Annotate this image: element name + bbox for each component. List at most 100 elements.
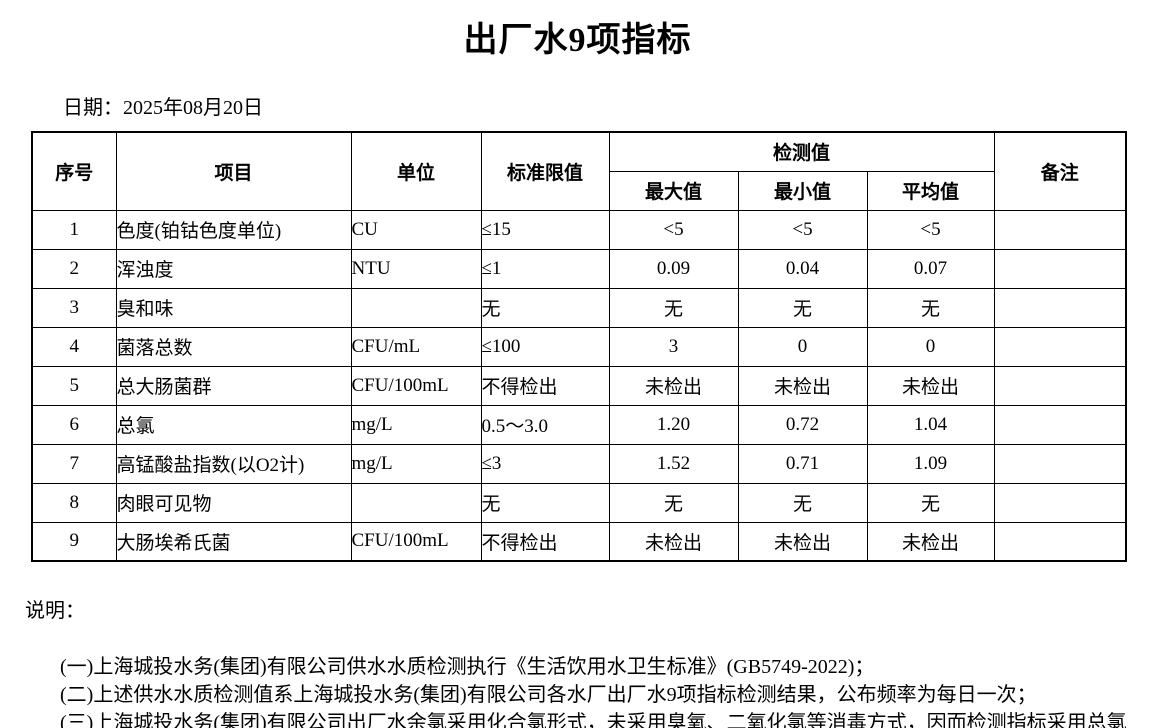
notes-label: 说明：	[25, 600, 85, 622]
cell-item: 浑浊度	[115, 248, 352, 289]
cell-avg: 0	[866, 326, 995, 367]
cell-no: 3	[31, 287, 117, 328]
cell-item: 总氯	[115, 404, 352, 445]
header-detection: 检测值	[608, 131, 995, 172]
cell-no: 7	[31, 443, 117, 484]
cell-unit: CFU/mL	[350, 326, 482, 367]
cell-limit: ≤100	[480, 326, 610, 367]
cell-min: 0.72	[737, 404, 868, 445]
cell-item: 肉眼可见物	[115, 482, 352, 523]
cell-limit: ≤1	[480, 248, 610, 289]
table-row: 7 高锰酸盐指数(以O2计) mg/L ≤3 1.52 0.71 1.09	[31, 443, 1127, 484]
table-row: 1 色度(铂钴色度单位) CU ≤15 <5 <5 <5	[31, 209, 1127, 250]
cell-remark	[993, 248, 1127, 289]
table-row: 6 总氯 mg/L 0.5～3.0 1.20 0.72 1.04	[31, 404, 1127, 445]
table-row: 9 大肠埃希氏菌 CFU/100mL 不得检出 未检出 未检出 未检出	[31, 521, 1127, 562]
cell-remark	[993, 521, 1127, 562]
header-min: 最小值	[737, 170, 868, 211]
cell-item: 高锰酸盐指数(以O2计)	[115, 443, 352, 484]
cell-item: 大肠埃希氏菌	[115, 521, 352, 562]
table-row: 8 肉眼可见物 无 无 无 无	[31, 482, 1127, 523]
cell-unit	[350, 482, 482, 523]
cell-no: 6	[31, 404, 117, 445]
note-item-1: (一)上海城投水务(集团)有限公司供水水质检测执行《生活饮用水卫生标准》(GB5…	[60, 656, 875, 678]
header-no: 序号	[31, 131, 117, 211]
table-header-row-1: 序号 项目 单位 标准限值 检测值 备注	[31, 131, 1127, 211]
cell-max: 未检出	[608, 521, 739, 562]
note-item-3: (三)上海城投水务(集团)有限公司出厂水余氯采用化合氯形式，未采用臭氧、二氧化氯…	[60, 712, 1127, 728]
cell-max: 1.20	[608, 404, 739, 445]
cell-limit: ≤15	[480, 209, 610, 250]
cell-remark	[993, 287, 1127, 328]
cell-remark	[993, 482, 1127, 523]
cell-max: 无	[608, 287, 739, 328]
cell-limit: 无	[480, 287, 610, 328]
cell-item: 臭和味	[115, 287, 352, 328]
cell-item: 总大肠菌群	[115, 365, 352, 406]
header-avg: 平均值	[866, 170, 995, 211]
cell-limit: 无	[480, 482, 610, 523]
cell-avg: <5	[866, 209, 995, 250]
cell-unit: mg/L	[350, 443, 482, 484]
cell-unit: NTU	[350, 248, 482, 289]
cell-max: <5	[608, 209, 739, 250]
cell-limit: 不得检出	[480, 365, 610, 406]
report-date: 日期：2025年08月20日	[63, 97, 263, 119]
cell-unit: CFU/100mL	[350, 521, 482, 562]
header-remark: 备注	[993, 131, 1127, 211]
table-row: 2 浑浊度 NTU ≤1 0.09 0.04 0.07	[31, 248, 1127, 289]
cell-min: 无	[737, 482, 868, 523]
cell-max: 未检出	[608, 365, 739, 406]
cell-max: 1.52	[608, 443, 739, 484]
cell-unit	[350, 287, 482, 328]
cell-limit: ≤3	[480, 443, 610, 484]
cell-no: 4	[31, 326, 117, 367]
cell-min: 0.04	[737, 248, 868, 289]
table-row: 4 菌落总数 CFU/mL ≤100 3 0 0	[31, 326, 1127, 367]
cell-limit: 0.5～3.0	[480, 404, 610, 445]
cell-max: 无	[608, 482, 739, 523]
table-row: 3 臭和味 无 无 无 无	[31, 287, 1127, 328]
cell-min: 未检出	[737, 521, 868, 562]
water-quality-table: 序号 项目 单位 标准限值 检测值 备注 最大值 最小值 平均值 1 色度(铂钴…	[31, 131, 1128, 562]
cell-min: 未检出	[737, 365, 868, 406]
cell-min: <5	[737, 209, 868, 250]
cell-no: 1	[31, 209, 117, 250]
cell-avg: 0.07	[866, 248, 995, 289]
cell-min: 0	[737, 326, 868, 367]
cell-limit: 不得检出	[480, 521, 610, 562]
page-title: 出厂水9项指标	[463, 22, 692, 59]
cell-max: 0.09	[608, 248, 739, 289]
cell-remark	[993, 404, 1127, 445]
table-row: 5 总大肠菌群 CFU/100mL 不得检出 未检出 未检出 未检出	[31, 365, 1127, 406]
cell-unit: CFU/100mL	[350, 365, 482, 406]
cell-remark	[993, 209, 1127, 250]
cell-avg: 未检出	[866, 521, 995, 562]
cell-avg: 无	[866, 287, 995, 328]
header-max: 最大值	[608, 170, 739, 211]
cell-no: 2	[31, 248, 117, 289]
header-unit: 单位	[350, 131, 482, 211]
cell-remark	[993, 326, 1127, 367]
cell-min: 0.71	[737, 443, 868, 484]
notes-list: (一)上海城投水务(集团)有限公司供水水质检测执行《生活饮用水卫生标准》(GB5…	[60, 653, 1155, 728]
cell-avg: 1.09	[866, 443, 995, 484]
cell-remark	[993, 365, 1127, 406]
cell-item: 色度(铂钴色度单位)	[115, 209, 352, 250]
cell-min: 无	[737, 287, 868, 328]
cell-item: 菌落总数	[115, 326, 352, 367]
cell-unit: mg/L	[350, 404, 482, 445]
table-header-row-2: 最大值 最小值 平均值	[32, 170, 1126, 211]
cell-no: 8	[31, 482, 117, 523]
cell-no: 5	[31, 365, 117, 406]
cell-avg: 未检出	[866, 365, 995, 406]
cell-unit: CU	[350, 209, 482, 250]
cell-avg: 无	[866, 482, 995, 523]
header-limit: 标准限值	[480, 131, 610, 211]
cell-remark	[993, 443, 1127, 484]
cell-no: 9	[31, 521, 117, 562]
cell-max: 3	[608, 326, 739, 367]
cell-avg: 1.04	[866, 404, 995, 445]
note-item-2: (二)上述供水水质检测值系上海城投水务(集团)有限公司各水厂出厂水9项指标检测结…	[60, 684, 1037, 706]
header-item: 项目	[115, 131, 352, 211]
